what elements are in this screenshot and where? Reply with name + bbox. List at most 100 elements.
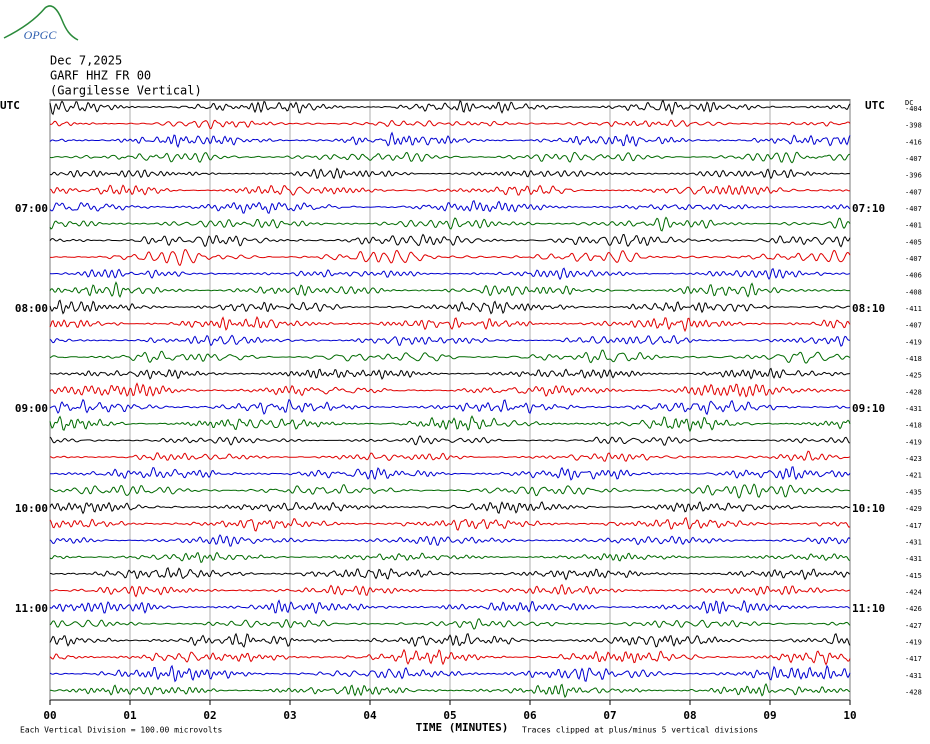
- trace: [49, 551, 851, 564]
- offset-label: -427: [905, 622, 922, 630]
- offset-label: -426: [905, 605, 922, 613]
- trace: [49, 119, 851, 130]
- trace: [49, 131, 851, 148]
- offset-label: -411: [905, 305, 922, 313]
- offset-label: -419: [905, 638, 922, 646]
- row-label-left: 08:00: [15, 302, 48, 315]
- row-label-right: 07:10: [852, 202, 885, 215]
- offset-label: -417: [905, 655, 922, 663]
- trace: [49, 315, 851, 333]
- offset-label: -407: [905, 155, 922, 163]
- offset-label: -424: [905, 588, 922, 596]
- trace: [49, 349, 851, 364]
- trace: [49, 267, 851, 281]
- offset-label: -407: [905, 188, 922, 196]
- trace: [49, 415, 851, 433]
- offset-label: -419: [905, 438, 922, 446]
- offset-label: -398: [905, 122, 922, 130]
- date: Dec 7,2025: [50, 54, 122, 68]
- trace: [49, 299, 851, 315]
- trace: [49, 534, 851, 547]
- trace: [49, 199, 851, 214]
- clip-note: Traces clipped at plus/minus 5 vertical …: [522, 726, 758, 735]
- x-tick-label: 02: [203, 709, 216, 722]
- row-label-right: 08:10: [852, 302, 885, 315]
- offset-label: -431: [905, 405, 922, 413]
- trace: [49, 599, 851, 615]
- x-tick-label: 10: [843, 709, 856, 722]
- offset-label: -428: [905, 688, 922, 696]
- row-label-right: 09:10: [852, 402, 885, 415]
- trace: [49, 435, 851, 446]
- trace: [49, 450, 851, 463]
- trace: [49, 233, 851, 248]
- row-label-left: 07:00: [15, 202, 48, 215]
- x-tick-label: 08: [683, 709, 696, 722]
- offset-label: -407: [905, 205, 922, 213]
- offset-label: -435: [905, 488, 922, 496]
- trace: [50, 682, 851, 699]
- trace: [50, 249, 851, 267]
- offset-label: -429: [905, 505, 922, 513]
- offset-label: -401: [905, 222, 922, 230]
- offset-label: -415: [905, 572, 922, 580]
- offset-label: -431: [905, 672, 922, 680]
- trace: [49, 367, 851, 380]
- row-label-left: 11:00: [15, 602, 48, 615]
- offset-label: -408: [905, 288, 922, 296]
- trace: [49, 632, 851, 648]
- offset-label: -404: [905, 105, 922, 113]
- trace: [49, 184, 851, 196]
- offset-label: -407: [905, 322, 922, 330]
- offset-label: -418: [905, 422, 922, 430]
- offset-label: -428: [905, 388, 922, 396]
- x-tick-label: 05: [443, 709, 456, 722]
- x-tick-label: 00: [43, 709, 56, 722]
- x-tick-label: 04: [363, 709, 377, 722]
- trace: [49, 334, 851, 347]
- offset-label: -431: [905, 555, 922, 563]
- logo: OPGC: [24, 28, 58, 42]
- row-label-right: 10:10: [852, 502, 885, 515]
- trace: [49, 167, 851, 180]
- right-header: UTC: [865, 99, 885, 112]
- offset-label: -423: [905, 455, 922, 463]
- offset-label: -419: [905, 338, 922, 346]
- trace: [49, 382, 851, 398]
- trace: [49, 566, 851, 581]
- logo-curve: [3, 5, 79, 41]
- trace: [49, 517, 851, 532]
- x-tick-label: 09: [763, 709, 776, 722]
- trace: [49, 583, 851, 598]
- offset-label: -407: [905, 255, 922, 263]
- offset-label: -416: [905, 138, 922, 146]
- row-label-right: 11:10: [852, 602, 885, 615]
- row-label-left: 10:00: [15, 502, 48, 515]
- trace: [49, 664, 851, 683]
- offset-label: -396: [905, 172, 922, 180]
- scale-note: Each Vertical Division = 100.00 microvol…: [20, 726, 222, 735]
- x-tick-label: 07: [603, 709, 616, 722]
- x-axis-label: TIME (MINUTES): [416, 721, 509, 734]
- offset-label: -421: [905, 472, 922, 480]
- location: (Gargilesse Vertical): [50, 84, 202, 98]
- trace: [49, 648, 851, 666]
- offset-label: -405: [905, 238, 922, 246]
- offset-label: -431: [905, 538, 922, 546]
- trace: [49, 618, 851, 630]
- offset-label: -425: [905, 372, 922, 380]
- trace: [49, 281, 850, 298]
- x-tick-label: 03: [283, 709, 296, 722]
- trace: [49, 151, 850, 164]
- left-header: UTC: [0, 99, 20, 112]
- trace: [49, 483, 851, 499]
- trace: [50, 466, 851, 481]
- x-tick-label: 01: [123, 709, 137, 722]
- row-label-left: 09:00: [15, 402, 48, 415]
- trace: [49, 216, 851, 232]
- x-tick-label: 06: [523, 709, 537, 722]
- station: GARF HHZ FR 00: [50, 69, 151, 83]
- trace: [49, 99, 851, 116]
